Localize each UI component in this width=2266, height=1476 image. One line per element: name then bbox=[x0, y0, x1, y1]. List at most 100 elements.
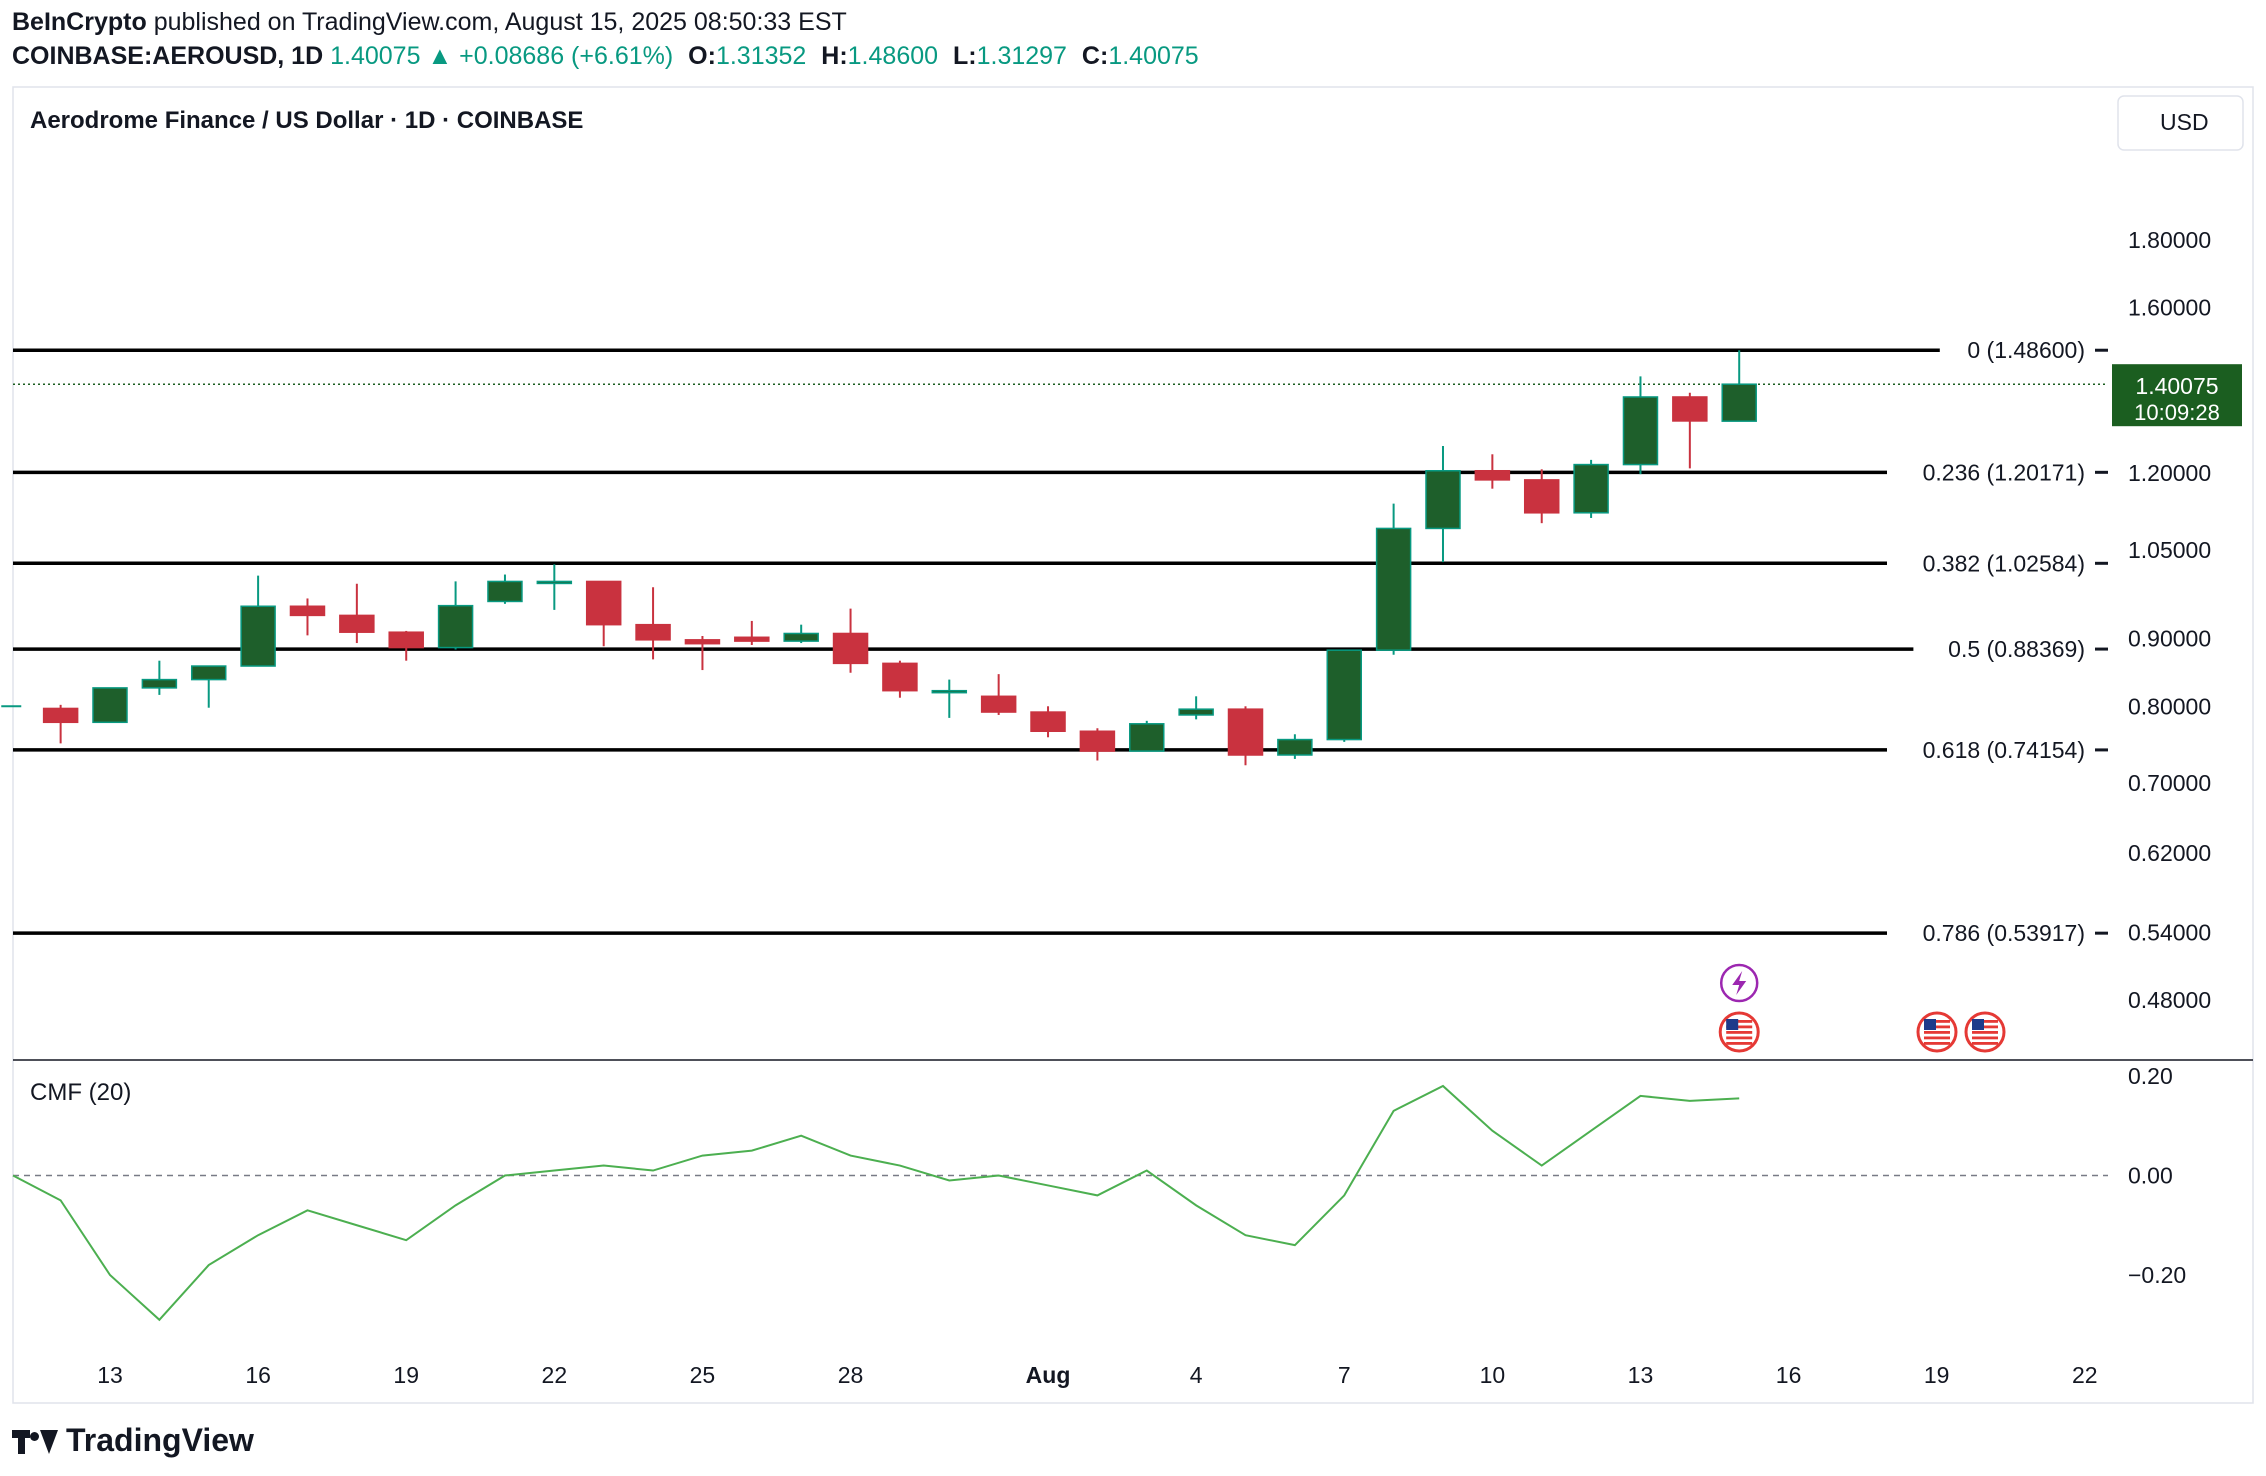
candle-body bbox=[42, 707, 79, 724]
y-tick-label: 1.05000 bbox=[2128, 537, 2211, 563]
fib-label: 0.236 (1.20171) bbox=[1923, 459, 2085, 485]
candle[interactable] bbox=[1573, 459, 1609, 518]
us-flag-icon[interactable] bbox=[1964, 1011, 2006, 1053]
lightning-glyph bbox=[1732, 971, 1747, 995]
candle[interactable] bbox=[1326, 649, 1362, 742]
candle[interactable] bbox=[487, 574, 523, 604]
candle[interactable] bbox=[437, 581, 474, 650]
candle[interactable] bbox=[635, 587, 671, 660]
candle[interactable] bbox=[536, 564, 573, 610]
price-tag-countdown: 10:09:28 bbox=[2134, 400, 2220, 425]
currency-label: USD bbox=[2160, 109, 2209, 135]
candle[interactable] bbox=[289, 598, 326, 636]
candle[interactable] bbox=[1622, 376, 1659, 475]
y-tick-label: 0.48000 bbox=[2128, 987, 2211, 1013]
flag-stripe bbox=[1972, 1020, 1998, 1023]
candle[interactable] bbox=[1129, 720, 1165, 752]
x-tick-label: 22 bbox=[542, 1362, 568, 1388]
us-flag-icon[interactable] bbox=[1718, 1011, 1760, 1053]
open-value: 1.31352 bbox=[715, 42, 807, 70]
chart-title: Aerodrome Finance / US Dollar · 1D · COI… bbox=[30, 107, 583, 134]
candle-body bbox=[1326, 649, 1362, 741]
candle[interactable] bbox=[1030, 706, 1066, 738]
cmf-tick-label: 0.00 bbox=[2128, 1163, 2173, 1189]
candle[interactable] bbox=[92, 687, 128, 724]
y-tick-label: 0.70000 bbox=[2128, 770, 2211, 796]
fib-label: 0 (1.48600) bbox=[1967, 337, 2085, 363]
candle[interactable] bbox=[980, 674, 1017, 715]
high-label: H: bbox=[821, 42, 848, 70]
candle[interactable] bbox=[931, 679, 968, 718]
candle-body bbox=[882, 662, 918, 692]
candle-body bbox=[536, 580, 573, 585]
candle[interactable] bbox=[190, 665, 227, 708]
candle[interactable] bbox=[882, 660, 918, 698]
candle-body bbox=[1079, 730, 1116, 752]
price-tag-value: 1.40075 bbox=[2135, 373, 2218, 399]
candle[interactable] bbox=[1672, 392, 1708, 469]
candle[interactable] bbox=[141, 660, 178, 695]
candle[interactable] bbox=[734, 620, 770, 645]
flag-stripe bbox=[1726, 1025, 1753, 1029]
y-tick-label: 1.80000 bbox=[2128, 227, 2211, 253]
low-value: 1.31297 bbox=[976, 42, 1067, 70]
publisher-line: BeInCrypto published on TradingView.com,… bbox=[12, 8, 847, 37]
flag-canton bbox=[1924, 1019, 1936, 1030]
x-tick-label: 16 bbox=[1776, 1362, 1802, 1388]
flag-canton bbox=[1972, 1019, 1984, 1030]
candle[interactable] bbox=[339, 583, 375, 644]
high-value: 1.48600 bbox=[847, 42, 939, 70]
publisher-name: BeInCrypto bbox=[12, 8, 147, 36]
candle[interactable] bbox=[1178, 696, 1214, 720]
y-tick-label: 1.60000 bbox=[2128, 295, 2211, 321]
candle-body bbox=[1129, 723, 1165, 752]
us-flag-icon[interactable] bbox=[1916, 1011, 1958, 1053]
candle-body bbox=[1672, 396, 1708, 422]
candle[interactable] bbox=[1721, 350, 1757, 422]
flag-stripe bbox=[1726, 1031, 1753, 1034]
candle-body bbox=[388, 631, 424, 649]
candle[interactable] bbox=[1474, 454, 1511, 489]
flag-stripe bbox=[1924, 1031, 1950, 1034]
candle-body bbox=[1277, 738, 1313, 756]
candle[interactable] bbox=[1425, 445, 1461, 563]
candle-body bbox=[931, 689, 968, 694]
candle-body bbox=[635, 623, 671, 641]
currency-button[interactable]: USD bbox=[2117, 95, 2244, 151]
candle-body bbox=[684, 639, 721, 645]
event-markers[interactable] bbox=[1718, 963, 2006, 1053]
candle[interactable] bbox=[1079, 728, 1116, 761]
candle[interactable] bbox=[832, 608, 869, 673]
candle[interactable] bbox=[240, 575, 276, 667]
candle[interactable] bbox=[1227, 706, 1264, 766]
candle-body bbox=[92, 687, 128, 724]
candle[interactable] bbox=[585, 580, 622, 647]
candle[interactable] bbox=[783, 624, 819, 644]
flag-stripe bbox=[1972, 1036, 1998, 1040]
candle[interactable] bbox=[42, 704, 79, 744]
candle-body bbox=[783, 632, 819, 642]
flag-stripe bbox=[1972, 1042, 1998, 1045]
close-label: C: bbox=[1081, 42, 1109, 70]
candle[interactable] bbox=[1523, 469, 1560, 524]
candle-body bbox=[1375, 527, 1412, 651]
footer-brand: TradingView bbox=[66, 1422, 254, 1458]
candle[interactable] bbox=[684, 636, 721, 671]
x-tick-label: 28 bbox=[838, 1362, 864, 1388]
candle[interactable] bbox=[1375, 503, 1412, 655]
candle[interactable] bbox=[388, 630, 424, 661]
x-tick-label: 19 bbox=[1924, 1362, 1950, 1388]
x-tick-label: 4 bbox=[1190, 1362, 1203, 1388]
cmf-tick-label: −0.20 bbox=[2128, 1262, 2186, 1288]
y-tick-label: 0.62000 bbox=[2128, 840, 2211, 866]
low-label: L: bbox=[952, 42, 977, 70]
cmf-line[interactable] bbox=[12, 1084, 1740, 1322]
cmf-tick-label: 0.20 bbox=[2128, 1063, 2173, 1089]
fib-label: 0.5 (0.88369) bbox=[1948, 636, 2085, 662]
y-tick-label: 0.80000 bbox=[2128, 693, 2211, 719]
last-price: 1.40075 bbox=[330, 42, 421, 70]
candle-body bbox=[240, 605, 276, 667]
candle[interactable] bbox=[1277, 734, 1313, 759]
candle-body bbox=[980, 695, 1017, 713]
